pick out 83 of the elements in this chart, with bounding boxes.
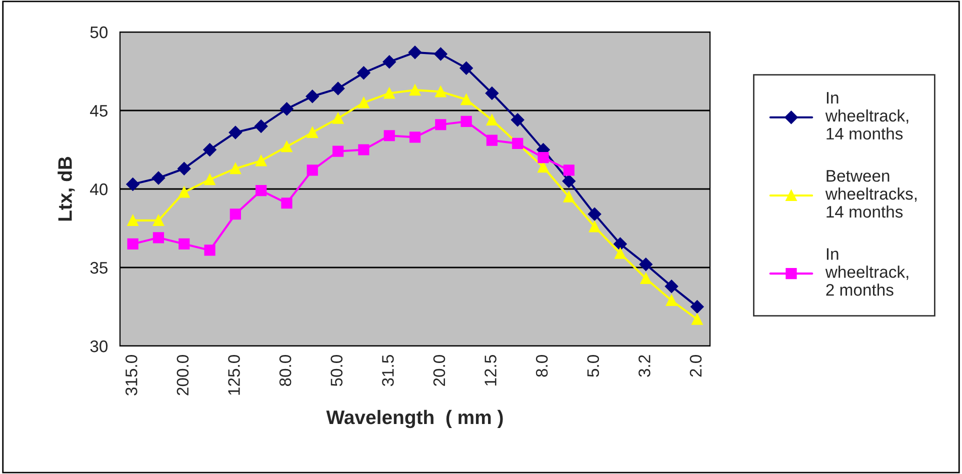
- legend-label: In wheeltrack, 14 months: [825, 92, 908, 140]
- point: [690, 300, 704, 314]
- x-tick-label: 5.0: [587, 354, 600, 377]
- point: [692, 314, 703, 325]
- point: [538, 152, 549, 164]
- point: [256, 185, 267, 196]
- y-tick-label: 50: [90, 26, 108, 38]
- x-tick-label: 315.0: [126, 354, 138, 396]
- point: [203, 143, 216, 156]
- point: [485, 86, 499, 100]
- point: [178, 238, 190, 250]
- point: [152, 171, 166, 185]
- point: [384, 130, 395, 142]
- point: [588, 208, 602, 221]
- y-tick-label: 35: [90, 262, 108, 274]
- point: [178, 162, 191, 176]
- point: [562, 174, 576, 188]
- point: [358, 144, 370, 156]
- point: [512, 138, 524, 150]
- point: [281, 141, 292, 152]
- x-tick-label: 8.0: [536, 354, 548, 377]
- point: [435, 119, 446, 130]
- point: [409, 84, 421, 96]
- point: [589, 221, 600, 232]
- x-tick-label: 50.0: [330, 354, 343, 386]
- point: [280, 102, 294, 116]
- legend-label: Between wheeltracks, 14 months: [825, 170, 917, 218]
- point: [384, 88, 395, 99]
- point: [204, 174, 216, 186]
- point: [614, 248, 626, 259]
- point: [332, 146, 344, 157]
- point: [460, 62, 473, 75]
- point: [460, 116, 472, 128]
- point: [152, 214, 164, 226]
- point: [127, 238, 138, 250]
- point: [639, 258, 652, 271]
- y-tick-label: 40: [90, 183, 108, 196]
- point: [126, 178, 140, 191]
- point: [230, 163, 241, 174]
- point: [204, 244, 216, 256]
- point: [563, 191, 574, 202]
- point: [357, 66, 370, 80]
- point: [511, 113, 524, 127]
- point: [664, 280, 678, 293]
- x-tick-label: 2.0: [690, 354, 702, 377]
- y-tick-label: 45: [90, 105, 108, 117]
- point: [563, 164, 574, 176]
- point: [435, 86, 446, 98]
- point: [306, 90, 319, 103]
- x-tick-label: 12.5: [484, 355, 496, 386]
- point: [152, 232, 164, 244]
- point: [409, 132, 421, 143]
- point: [306, 164, 318, 176]
- point: [281, 198, 292, 209]
- point: [640, 272, 652, 284]
- point: [486, 134, 498, 146]
- y-tick-label: 30: [90, 340, 108, 352]
- y-axis-title: Ltx, dB: [58, 156, 75, 221]
- point: [230, 208, 241, 220]
- point: [666, 294, 678, 306]
- x-tick-label: 125.0: [228, 354, 240, 395]
- x-tick-label: 80.0: [279, 354, 292, 386]
- point: [614, 237, 627, 251]
- point: [228, 126, 242, 140]
- point: [127, 214, 138, 226]
- point: [408, 46, 422, 59]
- point: [254, 120, 268, 133]
- point: [434, 47, 448, 61]
- point: [382, 55, 396, 68]
- legend-label: In wheeltrack, 2 months: [825, 248, 908, 296]
- x-tick-label: 20.0: [433, 354, 446, 386]
- point: [331, 82, 345, 96]
- point: [178, 186, 190, 198]
- point: [332, 112, 344, 124]
- x-tick-label: 3.2: [638, 355, 650, 377]
- point: [486, 114, 498, 126]
- point: [358, 97, 370, 108]
- x-tick-label: 31.5: [382, 355, 394, 386]
- point: [460, 94, 472, 106]
- point: [306, 126, 318, 138]
- point: [256, 155, 267, 166]
- x-axis-title: Wavelength ( mm ): [326, 410, 503, 428]
- x-tick-label: 200.0: [176, 354, 189, 396]
